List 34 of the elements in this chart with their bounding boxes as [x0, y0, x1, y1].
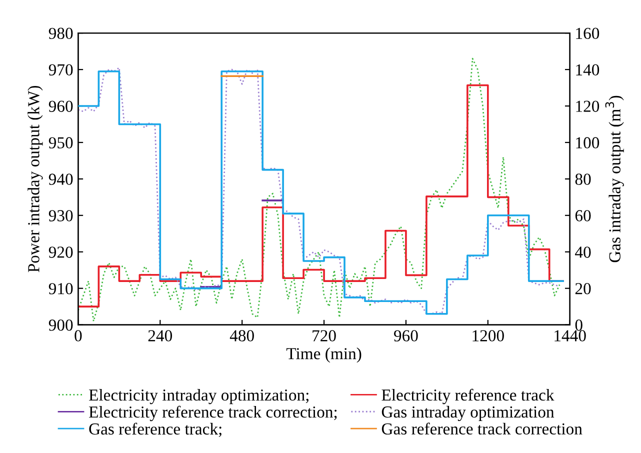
legend-label: Electricity intraday optimization; [88, 388, 308, 404]
x-tick-label: 1440 [554, 330, 586, 342]
x-tick-label: 960 [394, 330, 418, 342]
y-tick-label: 940 [48, 174, 73, 185]
legend-label: Gas reference track correction [382, 422, 582, 435]
y2-tick-label: 40 [575, 246, 591, 258]
x-axis-title: Time (min) [286, 348, 362, 363]
x-tick-label: 1200 [472, 330, 504, 342]
y-tick-label: 980 [48, 28, 73, 40]
y2-tick-label: 100 [576, 137, 600, 148]
y2-tick-label: 160 [576, 28, 600, 40]
y2-tick-label: 20 [575, 283, 591, 294]
y2-tick-label: 0 [575, 320, 582, 331]
y2-tick-label: 60 [575, 210, 591, 222]
y-tick-label: 930 [48, 210, 73, 222]
x-tick-label: 0 [74, 330, 82, 342]
y-tick-label: 920 [48, 246, 73, 258]
legend-label: Electricity reference track correction; [88, 406, 337, 422]
y-tick-label: 910 [48, 283, 73, 294]
y-tick-label: 900 [48, 320, 73, 331]
y2-tick-label: 140 [576, 64, 600, 76]
legend-label: Gas reference track; [89, 422, 222, 438]
legend-label: Electricity reference track [382, 388, 554, 404]
x-tick-label: 480 [230, 330, 254, 342]
y-axis-title: Power intraday output (kW) [28, 86, 43, 272]
y-tick-label: 950 [48, 137, 73, 148]
y2-axis-title: Gas intraday output (m$^{3}$) [605, 96, 624, 262]
x-tick-label: 720 [312, 330, 336, 342]
y-tick-label: 960 [48, 100, 73, 112]
y2-tick-label: 80 [575, 174, 591, 185]
x-tick-label: 240 [148, 330, 172, 342]
legend-label: Gas intraday optimization [382, 406, 554, 422]
y2-tick-label: 120 [576, 100, 600, 112]
y-tick-label: 970 [48, 64, 73, 76]
